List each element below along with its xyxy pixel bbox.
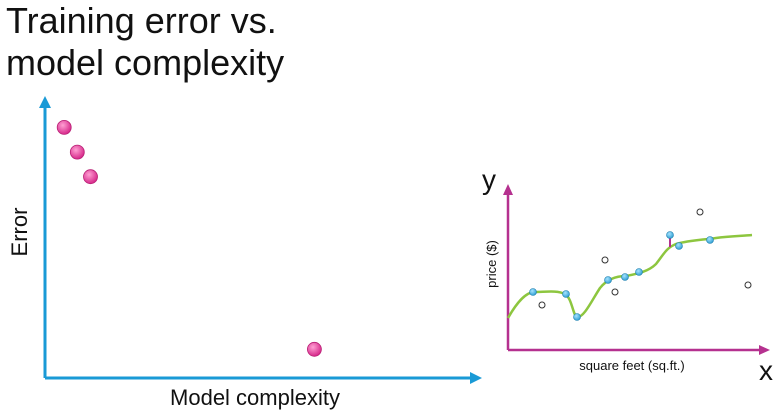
left-x-axis-label: Model complexity [170,385,340,410]
right-x-axis-arrowhead [759,345,770,355]
test-points [538,208,752,309]
test-point [601,256,609,264]
training-error-point [56,120,72,135]
training-point [635,268,643,276]
error-vs-complexity-plot: Error Model complexity [7,96,482,410]
right-x-axis-label: square feet (sq.ft.) [579,358,685,373]
right-y-axis-letter: y [482,164,496,195]
slide-title: Training error vs. model complexity [6,0,285,83]
left-y-axis-label: Error [7,208,32,257]
training-error-point [83,169,98,185]
training-error-point [69,144,85,160]
training-error-point [306,341,322,357]
test-point [696,208,704,216]
training-point [675,242,683,250]
left-x-axis-arrowhead [470,372,482,384]
training-point [604,276,612,284]
training-point [529,288,537,296]
test-point [744,281,752,289]
training-points [529,231,714,321]
test-point [538,301,546,309]
right-y-axis-arrowhead [503,184,513,195]
training-point [562,290,570,298]
price-vs-sqft-plot: y x price ($) square feet (sq.ft.) [482,164,773,386]
training-point [666,231,674,239]
training-point [706,236,714,244]
training-error-points [56,120,322,357]
training-point [573,313,581,321]
test-point [611,288,619,296]
right-y-axis-label: price ($) [484,240,499,288]
left-y-axis-arrowhead [39,96,51,108]
training-point [621,273,629,281]
right-x-axis-letter: x [759,355,773,386]
high-complexity-fit-curve [506,233,753,319]
